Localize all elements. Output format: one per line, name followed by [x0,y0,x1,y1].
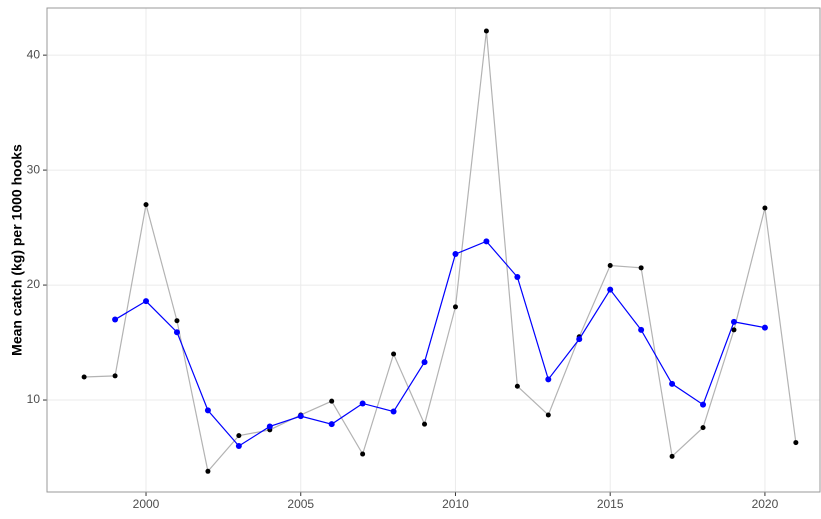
panel-border [46,7,821,493]
point [359,400,366,407]
point [545,412,551,418]
point [390,408,397,415]
point [235,443,242,450]
y-tick-label: 30 [27,162,41,176]
point [669,380,676,387]
point [173,329,180,336]
series-line [84,30,797,473]
point [793,440,799,446]
point [761,324,768,331]
point [545,376,552,383]
point [607,263,613,269]
point [143,298,150,305]
point [112,373,118,379]
x-tick-label: 2000 [133,497,160,511]
point [483,238,490,245]
point [514,383,520,389]
point [576,336,583,343]
point [700,401,707,408]
point [266,423,273,430]
point [204,407,211,414]
point [328,421,335,428]
x-tick-label: 2010 [442,497,469,511]
y-tick-label: 40 [27,47,41,61]
point [421,359,428,366]
point [452,251,459,258]
point [422,421,428,427]
point [700,425,706,431]
point [638,265,644,271]
point [174,318,180,324]
point [360,451,366,457]
x-tick-label: 2015 [597,497,624,511]
point [81,374,87,380]
y-tick-label: 10 [27,392,41,406]
point [607,286,614,293]
point [297,413,304,420]
point [112,316,119,323]
point [391,351,397,357]
point [329,398,335,404]
point [236,433,242,439]
point [638,326,645,333]
point [669,453,675,459]
point [762,205,768,211]
point [731,327,737,333]
series-line [114,240,766,447]
point [452,304,458,310]
y-tick-label: 20 [27,277,41,291]
point [483,28,489,34]
point [730,318,737,325]
x-tick-label: 2005 [287,497,314,511]
point [514,274,521,281]
x-tick-label: 2020 [752,497,779,511]
y-axis-label: Mean catch (kg) per 1000 hooks [9,144,25,356]
point [205,468,211,474]
point [143,202,149,208]
